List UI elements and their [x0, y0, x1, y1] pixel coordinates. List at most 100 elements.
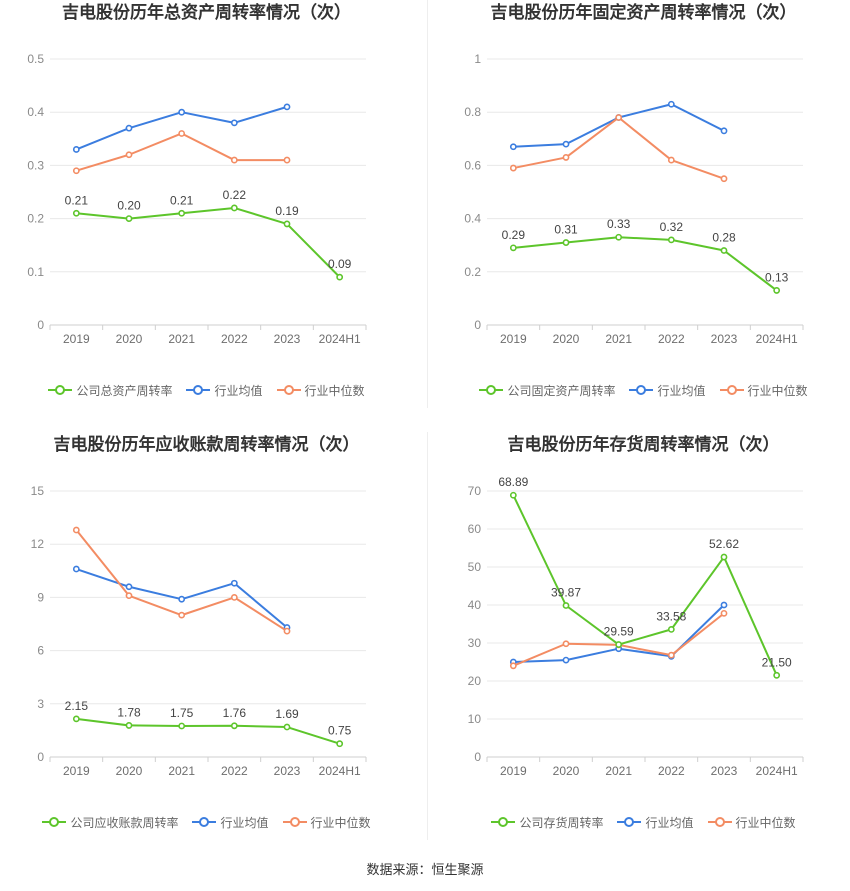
- data-point-company: [125, 215, 133, 222]
- data-point-industry-average: [125, 583, 133, 591]
- legend-item-industry-average[interactable]: 行业均值: [186, 382, 263, 399]
- legend-label: 行业均值: [657, 383, 706, 398]
- data-point-industry-average: [230, 579, 238, 587]
- x-tick-label: 2022: [221, 332, 248, 346]
- chart-title: 吉电股份历年存货周转率情况（次）: [507, 435, 780, 454]
- legend-item-industry-median[interactable]: 行业中位数: [719, 382, 808, 399]
- data-point-industry-median: [283, 627, 291, 635]
- data-point-company: [72, 209, 80, 217]
- series-line-company: [513, 236, 778, 292]
- data-point-industry-median: [230, 593, 238, 601]
- data-point-industry-average: [562, 656, 570, 664]
- legend-item-industry-median[interactable]: 行业中位数: [282, 814, 371, 831]
- y-tick-label: 3: [37, 697, 44, 711]
- data-point-industry-average: [230, 119, 238, 127]
- x-tick-label: 2024H1: [756, 764, 798, 778]
- legend-line-icon: [491, 816, 516, 828]
- legend-line-icon: [42, 816, 67, 828]
- y-tick-label: 0.3: [27, 158, 44, 172]
- data-point-company: [336, 740, 344, 748]
- chart-legend: 公司应收账款周转率 行业均值 行业中位数: [0, 813, 413, 831]
- legend-item-industry-average[interactable]: 行业均值: [629, 382, 706, 399]
- data-point-industry-average: [720, 127, 728, 135]
- data-label: 0.33: [607, 217, 631, 231]
- line-chart: 0 0.1 0.2 0.3 0.4 0.5 2019 2020 2021 2022 2023 2024…: [27, 52, 367, 346]
- data-point-industry-median: [509, 164, 517, 172]
- legend-item-industry-median[interactable]: 行业中位数: [276, 382, 365, 399]
- data-point-company: [230, 722, 238, 730]
- legend-item-company[interactable]: 公司应收账款周转率: [42, 814, 178, 831]
- data-label: 29.59: [604, 625, 634, 639]
- data-point-industry-median: [667, 156, 675, 164]
- chart-title: 吉电股份历年应收账款周转率情况（次）: [53, 435, 360, 454]
- x-tick-label: 2020: [116, 764, 143, 778]
- data-label: 0.28: [712, 231, 736, 245]
- legend-label: 行业中位数: [310, 815, 371, 830]
- x-tick-label: 2022: [658, 764, 685, 778]
- data-point-industry-median: [125, 151, 133, 159]
- data-label: 1.69: [275, 707, 299, 721]
- legend-label: 行业均值: [214, 383, 263, 398]
- data-point-industry-average: [178, 108, 186, 116]
- y-tick-label: 0.8: [464, 105, 481, 119]
- y-tick-label: 15: [31, 484, 45, 498]
- legend-line-icon: [617, 816, 642, 828]
- y-tick-label: 0.6: [464, 158, 481, 172]
- data-point-industry-median: [283, 156, 291, 164]
- series-line-company: [512, 494, 778, 676]
- legend-label: 行业中位数: [735, 815, 796, 830]
- data-point-industry-average: [509, 143, 517, 151]
- legend-label: 公司总资产周转率: [76, 383, 173, 398]
- data-point-company: [773, 287, 781, 294]
- x-tick-label: 2020: [116, 332, 143, 346]
- y-tick-label: 0: [474, 318, 481, 332]
- y-tick-label: 6: [37, 644, 44, 658]
- data-point-company: [562, 239, 570, 246]
- data-point-company: [178, 209, 186, 217]
- data-point-industry-average: [562, 140, 570, 148]
- y-tick-label: 10: [468, 712, 482, 726]
- data-point-company: [615, 641, 623, 648]
- y-tick-label: 70: [468, 484, 482, 498]
- x-tick-label: 2020: [553, 764, 580, 778]
- legend-item-industry-average[interactable]: 行业均值: [617, 814, 694, 831]
- data-point-company: [230, 204, 238, 212]
- y-tick-label: 40: [468, 598, 482, 612]
- x-tick-label: 2023: [274, 332, 301, 346]
- data-label: 0.31: [554, 223, 578, 237]
- chart-panel-receivables-turnover: 0 3 6 9 12 15 2019 2020 2021 2022 2023 2024H1 2.15 1.…: [0, 432, 413, 842]
- data-point-industry-median: [178, 611, 186, 619]
- legend-item-company[interactable]: 公司固定资产周转率: [479, 382, 615, 399]
- y-tick-label: 0.4: [27, 105, 44, 119]
- legend-item-industry-average[interactable]: 行业均值: [192, 814, 269, 831]
- data-point-company: [125, 722, 133, 729]
- x-tick-label: 2024H1: [756, 332, 798, 346]
- data-point-industry-median: [667, 651, 675, 659]
- data-label: 0.22: [223, 188, 247, 202]
- data-label: 0.20: [117, 199, 141, 213]
- legend-line-icon: [192, 816, 217, 828]
- legend-line-icon: [479, 384, 504, 396]
- y-tick-label: 0: [474, 750, 481, 764]
- chart-legend: 公司固定资产周转率 行业均值 行业中位数: [437, 381, 850, 399]
- data-label: 0.19: [275, 204, 299, 218]
- data-label: 1.78: [117, 705, 141, 719]
- legend-item-company[interactable]: 公司总资产周转率: [48, 382, 172, 399]
- data-point-company: [667, 625, 675, 633]
- data-point-industry-average: [667, 100, 675, 108]
- data-point-company: [509, 244, 517, 252]
- data-point-industry-average: [125, 124, 133, 132]
- legend-item-industry-median[interactable]: 行业中位数: [707, 814, 796, 831]
- legend-item-company[interactable]: 公司存货周转率: [491, 814, 603, 831]
- y-tick-label: 0: [37, 750, 44, 764]
- data-label: 1.75: [170, 706, 194, 720]
- chart-title: 吉电股份历年固定资产周转率情况（次）: [490, 3, 797, 22]
- chart-panel-fixed-asset-turnover: 0 0.2 0.4 0.6 0.8 1 2019 2020 2021 2022 2023 2024H1…: [437, 0, 850, 410]
- data-point-industry-average: [178, 595, 186, 603]
- x-tick-label: 2023: [274, 764, 301, 778]
- x-tick-label: 2019: [500, 764, 527, 778]
- y-tick-label: 50: [468, 560, 482, 574]
- legend-label: 行业中位数: [304, 383, 365, 398]
- series-line-industry-median: [513, 116, 725, 180]
- x-tick-label: 2019: [500, 332, 527, 346]
